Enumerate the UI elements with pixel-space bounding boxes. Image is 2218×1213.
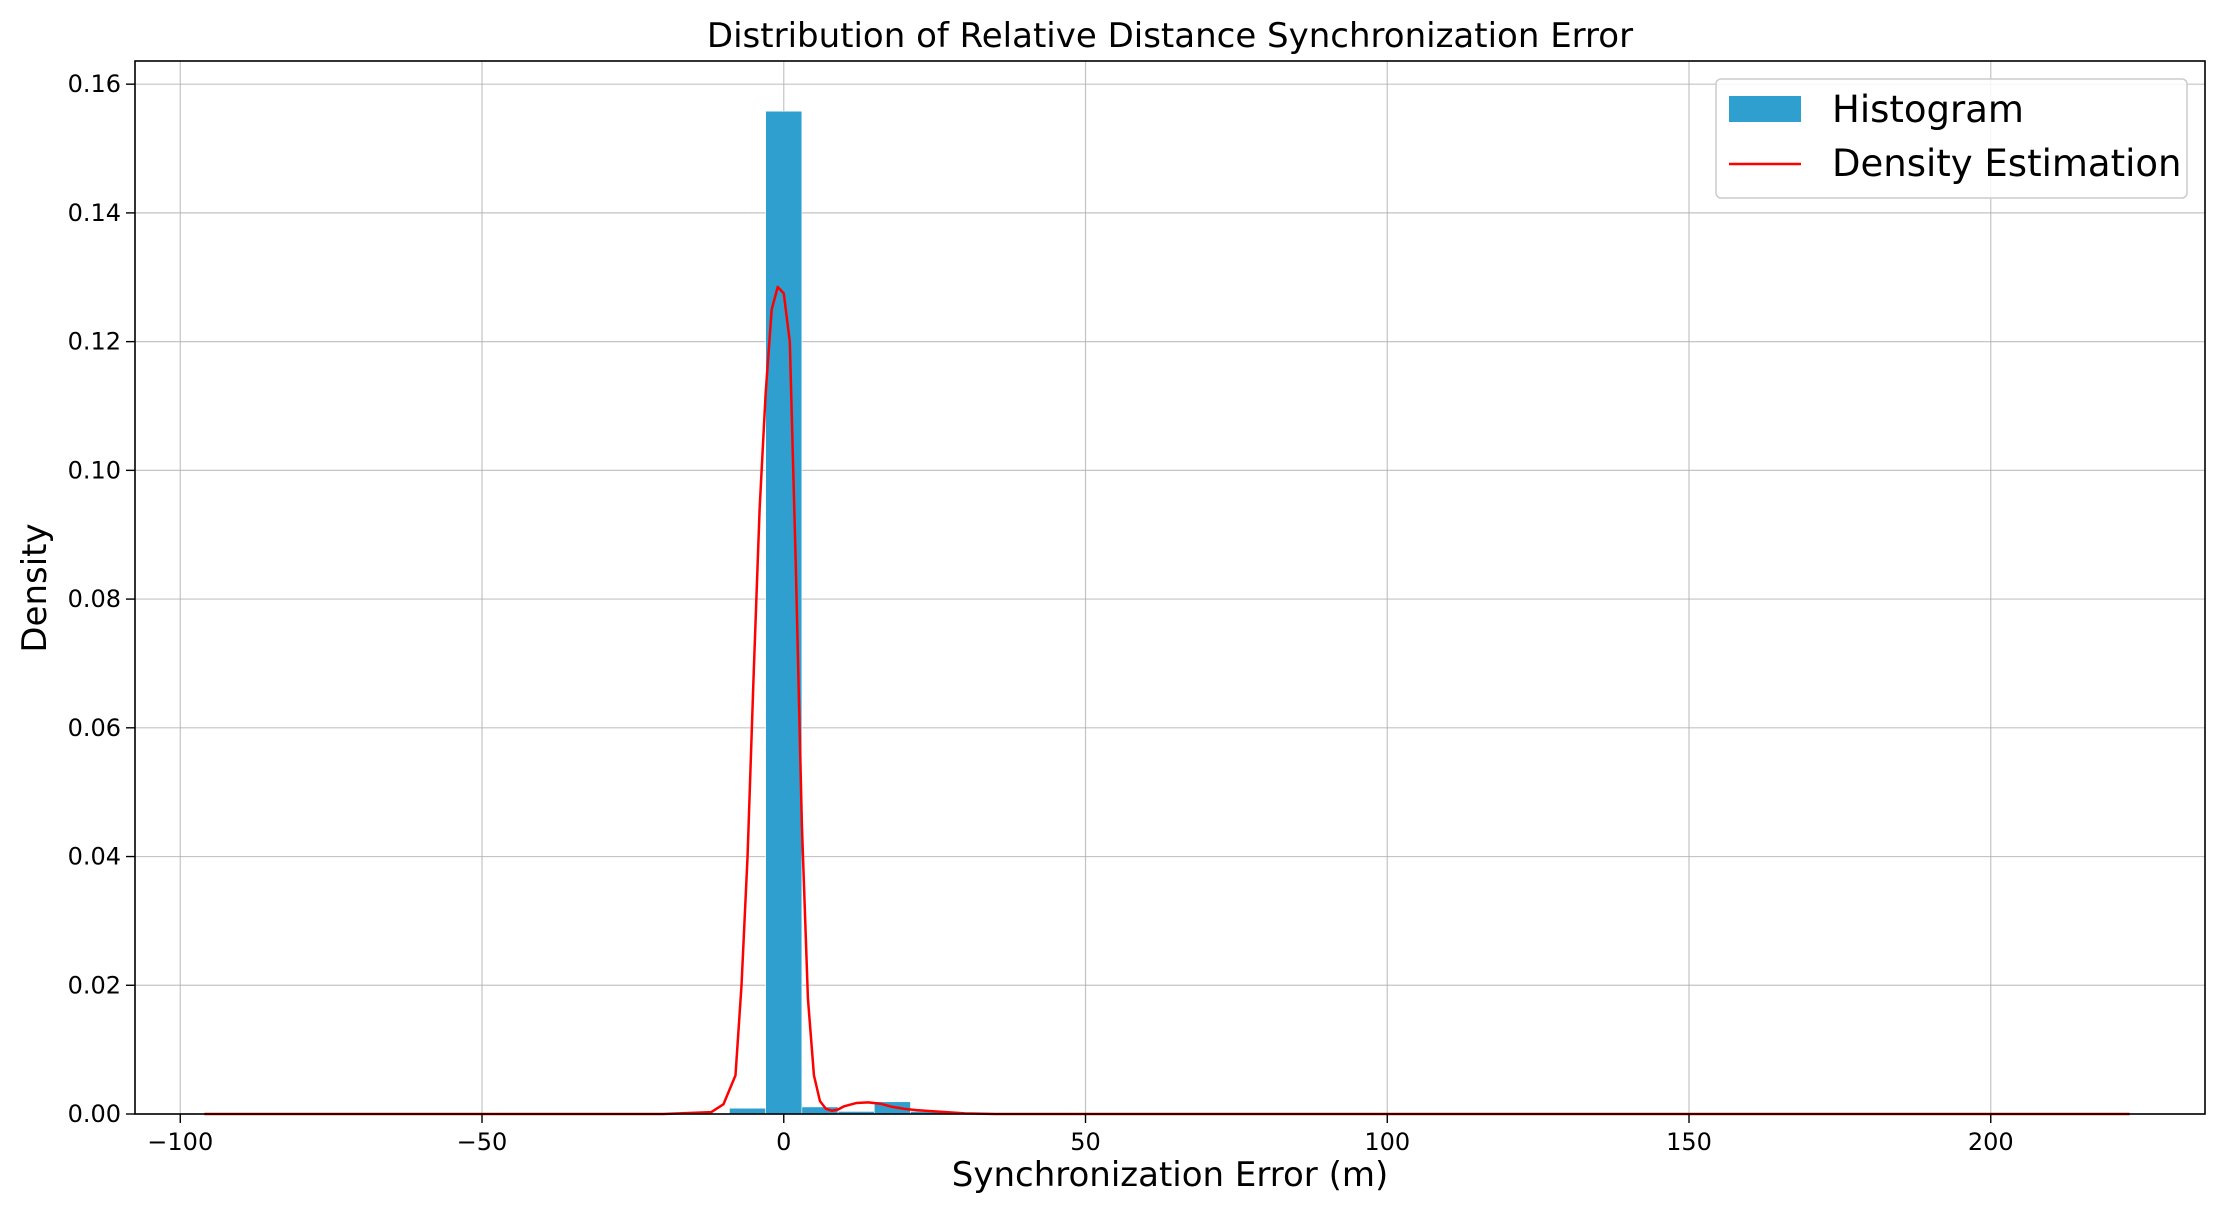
- y-tick-label: 0.08: [68, 585, 121, 613]
- legend-histogram-swatch: [1729, 96, 1801, 122]
- y-tick-label: 0.16: [68, 70, 121, 98]
- legend: Histogram Density Estimation: [1715, 78, 2188, 199]
- y-tick-label: 0.06: [68, 714, 121, 742]
- x-tick-label: 50: [1070, 1128, 1101, 1156]
- x-axis-label: Synchronization Error (m): [952, 1155, 1388, 1195]
- x-tick-label: 0: [776, 1128, 791, 1156]
- y-tick-label: 0.14: [68, 199, 121, 227]
- x-tick-label: 150: [1666, 1128, 1712, 1156]
- histogram-bar: [729, 1107, 766, 1115]
- y-axis-label: Density: [15, 523, 55, 652]
- y-tick-label: 0.10: [68, 456, 121, 484]
- x-axis-ticks: −100 −50 0 50 100 150 200: [147, 1114, 2014, 1156]
- x-tick-label: 100: [1364, 1128, 1410, 1156]
- plot-frame: [134, 60, 2206, 1115]
- chart-title: Distribution of Relative Distance Synchr…: [707, 16, 1633, 56]
- y-tick-label: 0.04: [68, 843, 121, 871]
- y-tick-label: 0.02: [68, 971, 121, 999]
- y-axis-ticks: 0.00 0.02 0.04 0.06 0.08 0.10 0.12 0.14 0.16: [68, 70, 135, 1128]
- legend-box: [1715, 78, 2188, 199]
- y-tick-label: 0.00: [68, 1100, 121, 1128]
- y-tick-label: 0.12: [68, 328, 121, 356]
- legend-histogram-label: Histogram: [1832, 88, 2024, 131]
- legend-density-label: Density Estimation: [1832, 142, 2181, 185]
- x-tick-label: −50: [457, 1128, 508, 1156]
- x-tick-label: −100: [147, 1128, 213, 1156]
- x-tick-label: 200: [1968, 1128, 2014, 1156]
